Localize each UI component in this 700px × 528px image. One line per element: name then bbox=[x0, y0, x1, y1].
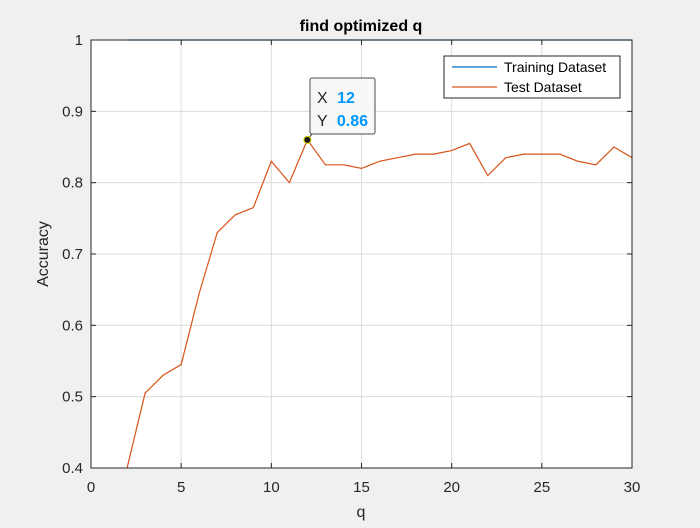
ticks bbox=[90, 39, 633, 469]
x-tick-label: 5 bbox=[177, 479, 185, 496]
y-tick-label: 0.5 bbox=[62, 389, 83, 406]
y-axis-label: Accuracy bbox=[35, 221, 52, 287]
x-tick-label: 25 bbox=[533, 479, 550, 496]
y-tick-label: 0.9 bbox=[62, 103, 83, 120]
y-tick-label: 0.8 bbox=[62, 175, 83, 192]
legend-label-training: Training Dataset bbox=[504, 59, 606, 75]
tick-labels: 0 5 10 15 20 25 30 0.4 0.5 0.6 0.7 0.8 0.9 1 bbox=[62, 32, 640, 496]
x-axis-label: q bbox=[357, 504, 366, 521]
x-tick-label: 20 bbox=[443, 479, 460, 496]
x-tick-label: 10 bbox=[263, 479, 280, 496]
legend[interactable]: Training Dataset Test Dataset bbox=[443, 55, 621, 99]
datatip-y-row: Y 0.86 bbox=[317, 113, 368, 130]
y-tick-label: 0.4 bbox=[62, 460, 83, 477]
datatip-x-row: X 12 bbox=[317, 90, 355, 107]
datatip-y-label: Y bbox=[317, 113, 328, 130]
datatip-box bbox=[309, 77, 376, 135]
datatip[interactable]: X 12 Y 0.86 bbox=[303, 77, 376, 144]
series-line-test bbox=[126, 138, 633, 469]
chart-title: find optimized q bbox=[300, 18, 423, 35]
legend-label-test: Test Dataset bbox=[504, 79, 582, 95]
y-tick-label: 0.6 bbox=[62, 317, 83, 334]
datatip-x-value: 12 bbox=[337, 90, 355, 107]
datatip-x-label: X bbox=[317, 90, 328, 107]
y-tick-label: 1 bbox=[75, 32, 83, 49]
y-tick-label: 0.7 bbox=[62, 246, 83, 263]
x-tick-label: 0 bbox=[87, 479, 95, 496]
x-tick-label: 15 bbox=[353, 479, 370, 496]
datatip-y-value: 0.86 bbox=[337, 113, 368, 130]
x-tick-label: 30 bbox=[624, 479, 641, 496]
legend-box bbox=[443, 55, 621, 99]
datatip-marker[interactable] bbox=[303, 135, 312, 144]
